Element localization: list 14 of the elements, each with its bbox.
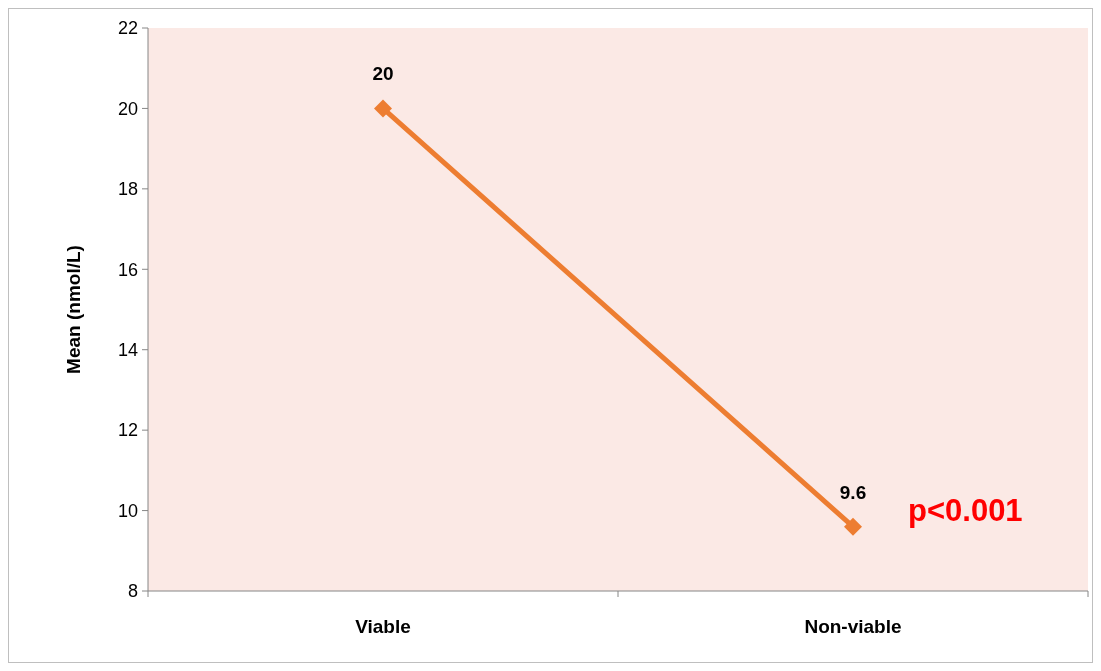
y-tick-label: 16 [117,259,138,280]
y-tick-label: 20 [117,98,138,119]
data-label: 9.6 [839,481,867,503]
y-tick-label: 14 [117,340,138,361]
data-label: 20 [372,63,394,85]
y-tick-label: 10 [117,500,138,521]
y-tick-label: 8 [127,581,138,602]
y-tick-label: 18 [117,179,138,200]
x-tick-label: Viable [355,616,411,637]
y-axis-title: Mean (nmol/L) [63,245,84,374]
y-tick-label: 12 [117,420,138,441]
x-tick-label: Non-viable [804,616,902,637]
annotation: p<0.001 [908,492,1023,528]
y-tick-label: 22 [117,18,138,39]
